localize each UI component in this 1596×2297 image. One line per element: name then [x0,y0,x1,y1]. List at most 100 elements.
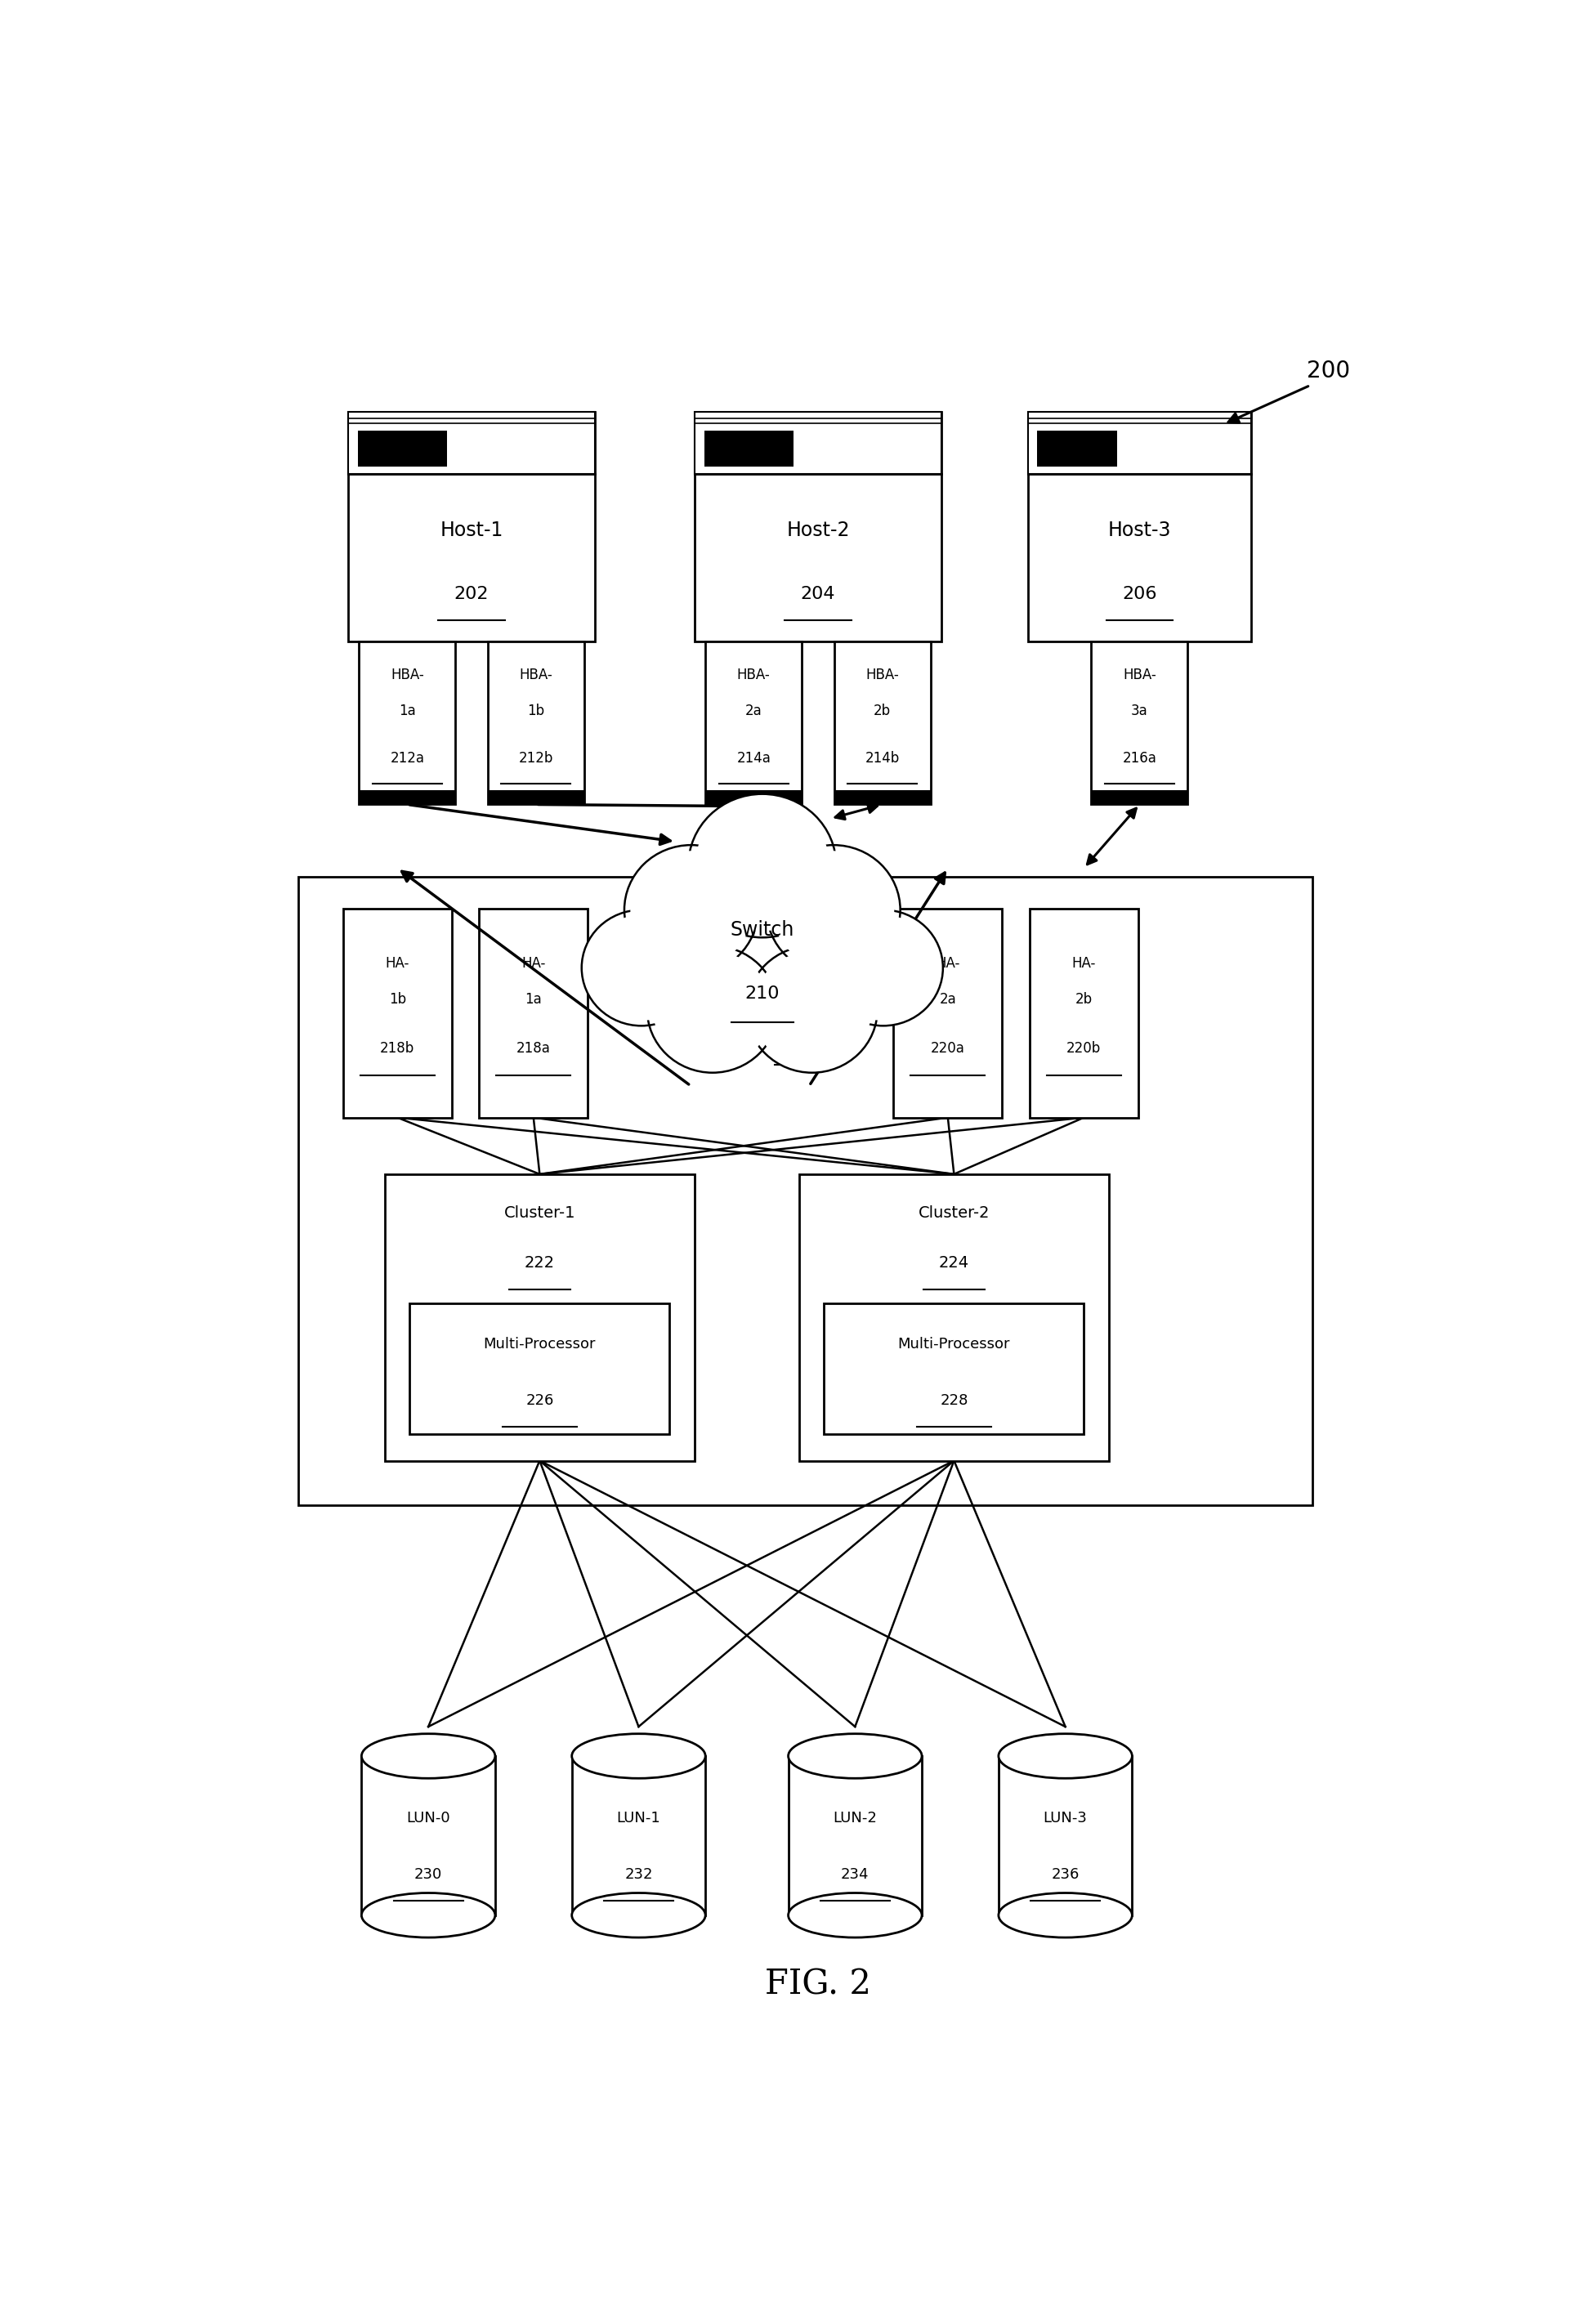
FancyBboxPatch shape [1028,411,1251,473]
Text: 228: 228 [940,1394,969,1408]
Ellipse shape [571,1734,705,1778]
FancyBboxPatch shape [348,411,595,641]
Ellipse shape [788,1734,922,1778]
Ellipse shape [753,951,871,1068]
Text: 224: 224 [938,1254,969,1270]
FancyBboxPatch shape [1028,411,1251,641]
FancyBboxPatch shape [571,1755,705,1916]
Text: 1b: 1b [527,703,544,719]
Ellipse shape [688,795,836,937]
Text: 1a: 1a [399,703,417,719]
Ellipse shape [653,951,772,1068]
Ellipse shape [646,946,777,1073]
FancyBboxPatch shape [1092,790,1187,804]
FancyBboxPatch shape [705,641,801,804]
Text: HBA-: HBA- [737,668,771,682]
Text: HA-: HA- [935,956,959,972]
Text: Host-2: Host-2 [787,521,849,540]
FancyBboxPatch shape [488,790,584,804]
Text: HBA-: HBA- [391,668,425,682]
Text: 220a: 220a [930,1041,966,1057]
Text: LUN-0: LUN-0 [407,1810,450,1826]
Text: 230: 230 [415,1867,442,1881]
Text: 1a: 1a [525,992,543,1006]
FancyBboxPatch shape [999,1755,1132,1916]
Text: 236: 236 [1052,1867,1079,1881]
Text: 234: 234 [841,1867,870,1881]
Text: Cluster-2: Cluster-2 [918,1206,990,1220]
Ellipse shape [630,850,752,969]
Text: LUN-2: LUN-2 [833,1810,878,1826]
Text: Cluster-1: Cluster-1 [504,1206,576,1220]
Ellipse shape [766,845,900,974]
Text: 222: 222 [525,1254,555,1270]
Ellipse shape [999,1893,1132,1936]
Text: 2a: 2a [745,703,763,719]
Text: HA-: HA- [385,956,410,972]
Text: 216a: 216a [1122,751,1157,765]
Text: 208: 208 [788,1029,824,1045]
FancyBboxPatch shape [348,411,595,473]
FancyBboxPatch shape [359,641,455,804]
Ellipse shape [824,910,943,1027]
Ellipse shape [581,910,701,1027]
FancyBboxPatch shape [1029,910,1138,1119]
Text: FIG. 2: FIG. 2 [764,1966,871,2001]
FancyBboxPatch shape [359,790,455,804]
Ellipse shape [828,914,937,1020]
Text: Multi-Processor: Multi-Processor [484,1337,595,1351]
Text: 206: 206 [1122,586,1157,602]
FancyBboxPatch shape [694,411,942,473]
Text: 2b: 2b [1076,992,1093,1006]
FancyBboxPatch shape [705,790,801,804]
Text: 232: 232 [624,1867,653,1881]
Text: 214b: 214b [865,751,900,765]
FancyBboxPatch shape [1092,641,1187,804]
FancyBboxPatch shape [410,1302,670,1433]
FancyBboxPatch shape [704,430,793,466]
FancyBboxPatch shape [343,910,452,1119]
Text: HBA-: HBA- [865,668,899,682]
Text: 212b: 212b [519,751,554,765]
FancyBboxPatch shape [694,411,942,641]
Text: HA-: HA- [1073,956,1096,972]
Ellipse shape [624,845,758,974]
FancyBboxPatch shape [488,641,584,804]
Text: 200: 200 [1307,361,1350,384]
Text: LUN-1: LUN-1 [616,1810,661,1826]
Text: 1b: 1b [389,992,405,1006]
Text: 210: 210 [745,985,780,1001]
Text: HBA-: HBA- [519,668,552,682]
Text: Host-1: Host-1 [440,521,503,540]
Text: Switch: Switch [731,921,795,939]
Text: 2b: 2b [873,703,891,719]
Ellipse shape [362,1734,495,1778]
Text: 3a: 3a [1132,703,1148,719]
Ellipse shape [362,1893,495,1936]
FancyBboxPatch shape [788,1755,922,1916]
Text: Multi-Processor: Multi-Processor [899,1337,1010,1351]
Ellipse shape [587,914,696,1020]
FancyBboxPatch shape [479,910,587,1119]
Text: LUN-3: LUN-3 [1044,1810,1087,1826]
Ellipse shape [747,946,878,1073]
FancyBboxPatch shape [835,790,930,804]
FancyBboxPatch shape [385,1174,694,1461]
FancyBboxPatch shape [835,641,930,804]
FancyBboxPatch shape [362,1755,495,1916]
Text: Host-3: Host-3 [1108,521,1171,540]
Text: 220b: 220b [1066,1041,1101,1057]
Text: 212a: 212a [389,751,425,765]
Ellipse shape [788,1893,922,1936]
Text: 202: 202 [455,586,488,602]
Text: 218b: 218b [380,1041,415,1057]
Text: 226: 226 [525,1394,554,1408]
Text: 214a: 214a [736,751,771,765]
FancyBboxPatch shape [894,910,1002,1119]
Ellipse shape [772,850,894,969]
Text: HA-: HA- [522,956,546,972]
FancyBboxPatch shape [800,1174,1109,1461]
Text: 2a: 2a [940,992,956,1006]
Text: 218a: 218a [517,1041,551,1057]
Ellipse shape [999,1734,1132,1778]
